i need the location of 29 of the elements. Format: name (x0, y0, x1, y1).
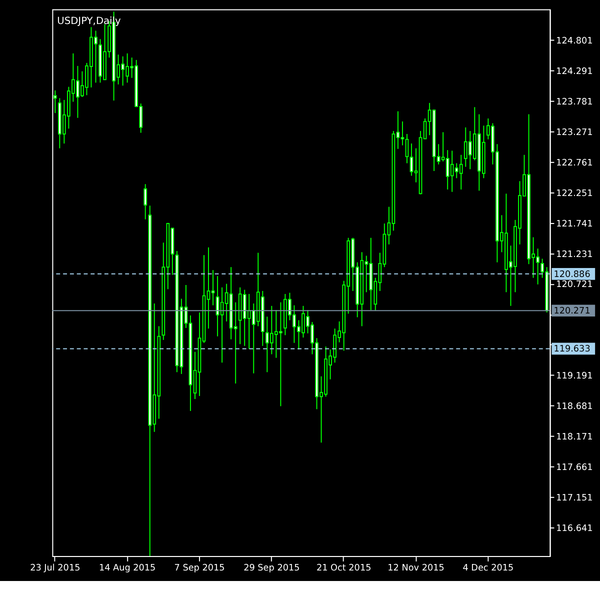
y-tick-label: 122.251 (556, 188, 593, 199)
y-tick-label: 124.801 (556, 36, 593, 47)
y-tick-label: 121.231 (556, 250, 593, 260)
x-tick-label: 29 Sep 2015 (244, 563, 300, 574)
ref-line-label: 120.886 (554, 270, 591, 280)
y-tick-label: 117.661 (556, 462, 593, 473)
y-tick-label: 123.781 (556, 98, 593, 108)
y-tick-label: 119.191 (556, 372, 593, 382)
x-tick-label: 7 Sep 2015 (174, 563, 225, 574)
y-tick-label: 117.151 (556, 493, 593, 504)
y-tick-label: 118.171 (556, 432, 593, 442)
ref-line-label: 119.633 (554, 344, 590, 355)
x-tick-label: 12 Nov 2015 (388, 563, 444, 574)
candlestick (144, 184, 148, 220)
y-tick-label: 122.761 (556, 158, 593, 168)
y-tick-label: 118.681 (556, 402, 593, 412)
y-tick-label: 123.271 (556, 128, 593, 138)
y-tick-label: 120.721 (556, 280, 593, 290)
x-tick-label: 14 Aug 2015 (98, 563, 156, 574)
y-tick-label: 116.641 (556, 524, 593, 534)
y-tick-label: 121.741 (556, 219, 593, 230)
x-tick-label: 21 Oct 2015 (316, 563, 372, 574)
y-tick-label: 124.291 (556, 67, 593, 78)
x-tick-label: 4 Dec 2015 (462, 563, 514, 574)
candlestick (459, 154, 463, 190)
ref-line-label: 120.271 (554, 306, 590, 317)
x-tick-label: 23 Jul 2015 (30, 563, 80, 574)
candlestick (211, 270, 215, 306)
candlestick (400, 120, 404, 146)
